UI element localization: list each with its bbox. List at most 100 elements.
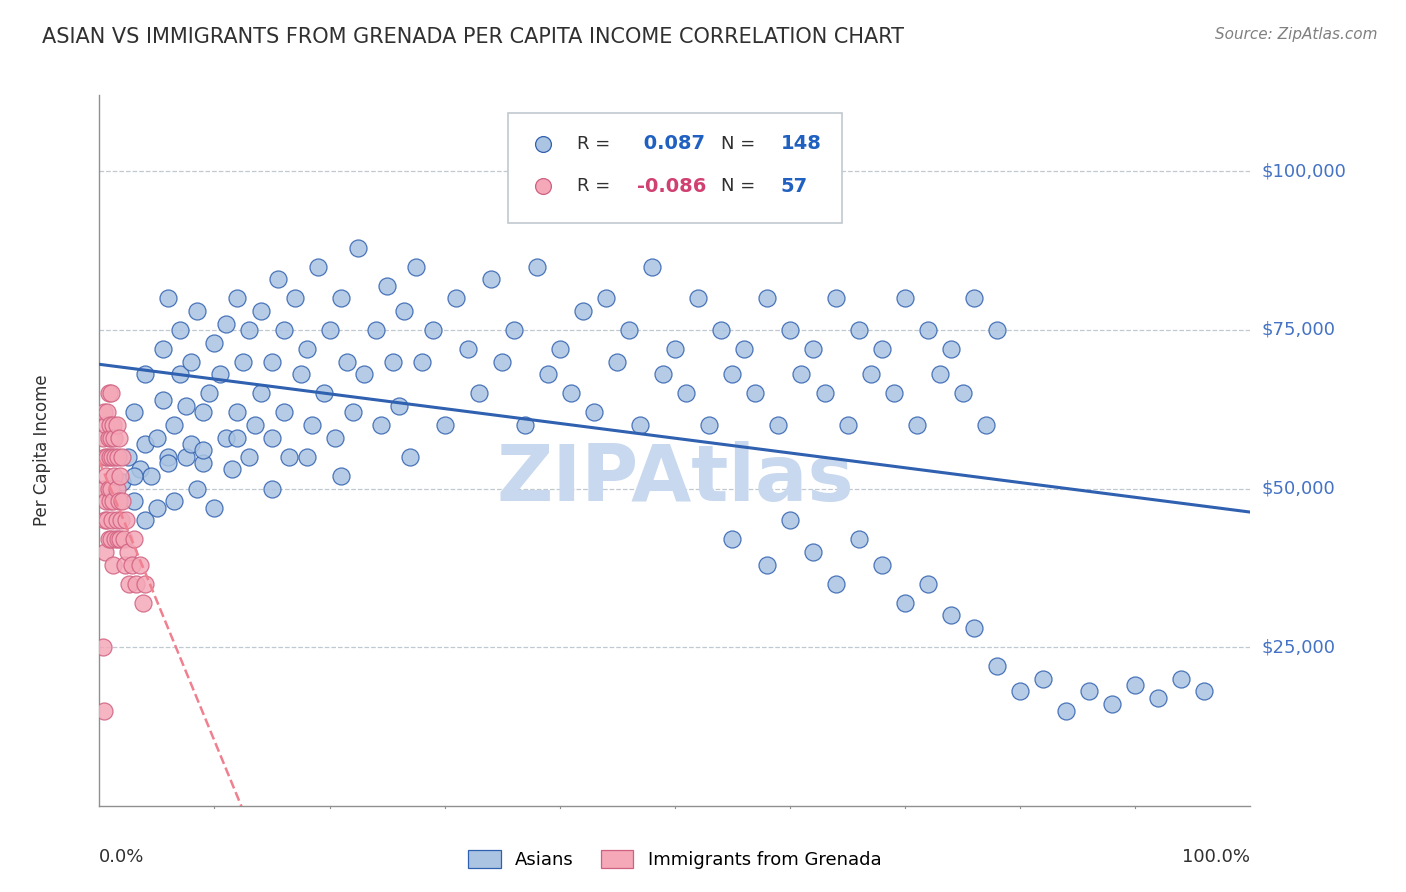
Text: -0.086: -0.086 xyxy=(637,177,706,195)
Text: 100.0%: 100.0% xyxy=(1182,848,1250,866)
Point xyxy=(342,405,364,419)
Point xyxy=(894,291,917,305)
Point xyxy=(146,431,169,445)
Point xyxy=(825,576,848,591)
Point xyxy=(174,450,197,464)
Point xyxy=(125,576,148,591)
Point xyxy=(186,304,208,318)
Text: 57: 57 xyxy=(780,177,808,195)
Point xyxy=(204,500,226,515)
Point xyxy=(652,368,675,382)
Text: $50,000: $50,000 xyxy=(1261,480,1336,498)
Point xyxy=(870,558,893,572)
Point xyxy=(295,342,318,356)
Point xyxy=(238,450,260,464)
Point xyxy=(152,342,174,356)
Point xyxy=(347,240,370,254)
Text: 0.0%: 0.0% xyxy=(100,848,145,866)
Point xyxy=(180,437,202,451)
Point xyxy=(104,533,127,547)
Point xyxy=(260,431,283,445)
Point xyxy=(755,558,778,572)
Point xyxy=(301,418,323,433)
Point xyxy=(134,576,156,591)
Point xyxy=(104,450,127,464)
Point xyxy=(100,482,122,496)
Point xyxy=(883,386,905,401)
Point xyxy=(1078,684,1101,698)
Point xyxy=(97,533,120,547)
Point xyxy=(249,304,271,318)
Point xyxy=(837,418,859,433)
Point xyxy=(204,335,226,350)
Point xyxy=(94,545,117,559)
Point xyxy=(94,513,117,527)
Point xyxy=(101,558,124,572)
Point xyxy=(122,533,145,547)
Point xyxy=(101,513,124,527)
Point xyxy=(98,450,121,464)
Point xyxy=(134,437,156,451)
Point xyxy=(238,323,260,337)
Point xyxy=(174,399,197,413)
Point xyxy=(537,368,560,382)
Point xyxy=(111,494,134,508)
Point xyxy=(163,418,186,433)
Point xyxy=(917,323,939,337)
Point xyxy=(91,431,114,445)
Point xyxy=(963,291,986,305)
Point xyxy=(330,291,353,305)
Point xyxy=(531,798,554,813)
Point xyxy=(502,323,524,337)
Point xyxy=(118,576,141,591)
Point xyxy=(96,468,118,483)
Point xyxy=(260,482,283,496)
Point xyxy=(100,386,122,401)
Point xyxy=(686,291,709,305)
Text: N =: N = xyxy=(721,135,761,153)
Point xyxy=(381,354,404,368)
Point xyxy=(336,354,359,368)
Point xyxy=(108,468,131,483)
Point xyxy=(641,260,664,274)
Point xyxy=(226,431,249,445)
Point xyxy=(974,418,997,433)
Point xyxy=(388,399,411,413)
Legend: Asians, Immigrants from Grenada: Asians, Immigrants from Grenada xyxy=(460,841,890,879)
Point xyxy=(96,494,118,508)
Point xyxy=(157,291,180,305)
Point xyxy=(96,513,118,527)
Point xyxy=(444,291,467,305)
Point xyxy=(295,450,318,464)
Point xyxy=(232,354,254,368)
Point xyxy=(96,405,118,419)
Point xyxy=(548,342,571,356)
Point xyxy=(1032,672,1054,686)
Point xyxy=(215,431,238,445)
Point xyxy=(122,468,145,483)
Point xyxy=(952,386,974,401)
Point xyxy=(1147,690,1170,705)
Point xyxy=(105,418,128,433)
Point xyxy=(491,354,513,368)
Point xyxy=(848,323,870,337)
Text: ZIPAtlas: ZIPAtlas xyxy=(496,441,853,516)
Point xyxy=(132,596,155,610)
Point xyxy=(290,368,312,382)
Point xyxy=(180,354,202,368)
Point xyxy=(768,418,790,433)
Point xyxy=(260,354,283,368)
Point xyxy=(859,368,882,382)
Point xyxy=(721,533,744,547)
Point xyxy=(928,368,950,382)
Point xyxy=(226,405,249,419)
Point xyxy=(111,450,134,464)
Point xyxy=(100,431,122,445)
Text: Per Capita Income: Per Capita Income xyxy=(32,375,51,526)
Point xyxy=(399,450,422,464)
Point xyxy=(110,513,132,527)
Point xyxy=(939,608,962,623)
Point xyxy=(97,482,120,496)
Point xyxy=(101,494,124,508)
Point xyxy=(157,450,180,464)
